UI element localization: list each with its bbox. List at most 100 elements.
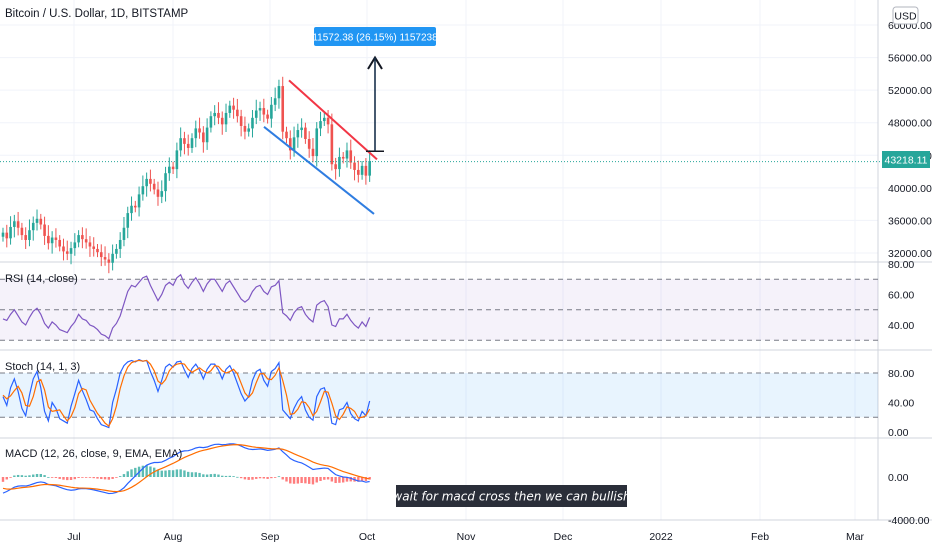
stoch-pane[interactable] bbox=[0, 359, 878, 429]
candle-body bbox=[122, 227, 126, 240]
macd-histogram-bar bbox=[96, 477, 99, 479]
candle-body bbox=[247, 128, 250, 132]
macd-histogram-bar bbox=[118, 476, 122, 477]
macd-histogram-bar bbox=[247, 477, 250, 480]
macd-histogram-bar bbox=[217, 474, 220, 477]
measure-arrow-head bbox=[367, 55, 383, 70]
price-pane[interactable] bbox=[0, 55, 882, 274]
measure-band bbox=[374, 57, 376, 152]
candle-body bbox=[164, 173, 167, 192]
candle-body bbox=[111, 253, 114, 263]
candle-body bbox=[202, 132, 205, 143]
macd-note[interactable]: wait for macd cross then we can bullish bbox=[392, 485, 631, 507]
currency-button[interactable]: USD bbox=[892, 6, 919, 25]
candle-body bbox=[5, 232, 9, 239]
last-price-badge: 43218.11 bbox=[882, 151, 930, 168]
macd-histogram-bar bbox=[156, 469, 160, 477]
macd-histogram-bar bbox=[326, 477, 330, 480]
candle-body bbox=[266, 114, 269, 119]
candle-body bbox=[149, 178, 152, 184]
candle-body bbox=[186, 143, 190, 148]
rsi-pane[interactable] bbox=[0, 273, 878, 341]
macd-histogram-bar bbox=[194, 472, 197, 477]
candle-body bbox=[296, 130, 300, 138]
macd-tick-label: -4000.00 bbox=[888, 515, 930, 527]
candle-body bbox=[171, 166, 175, 170]
candle-body bbox=[145, 178, 148, 187]
time-tick-label: Dec bbox=[554, 531, 573, 543]
candle-body bbox=[137, 194, 141, 208]
macd-histogram-bar bbox=[205, 474, 209, 477]
candle-body bbox=[285, 131, 288, 139]
candle-body bbox=[47, 235, 50, 244]
candle-body bbox=[228, 105, 232, 113]
macd-histogram-bar bbox=[187, 471, 190, 477]
time-tick-label: Sep bbox=[261, 531, 280, 543]
macd-histogram-bar bbox=[209, 474, 213, 477]
macd-histogram-bar bbox=[77, 477, 80, 478]
candle-body bbox=[118, 239, 122, 249]
rsi-title: RSI (14, close) bbox=[5, 273, 78, 285]
macd-pane[interactable] bbox=[1, 443, 371, 495]
candle-body bbox=[16, 221, 20, 228]
macd-histogram-bar bbox=[330, 477, 334, 482]
upper-trendline[interactable] bbox=[288, 79, 378, 161]
rsi-band bbox=[0, 279, 878, 341]
price-scale[interactable]: 32000.0036000.0040000.0044000.0048000.00… bbox=[888, 20, 932, 527]
candle-body bbox=[107, 259, 111, 263]
macd-histogram-bar bbox=[342, 477, 345, 483]
macd-histogram-bar bbox=[16, 474, 20, 477]
macd-histogram-bar bbox=[130, 469, 133, 477]
price-tick-label: 36000.00 bbox=[888, 215, 932, 227]
candle-body bbox=[300, 127, 303, 131]
macd-histogram-bar bbox=[368, 477, 371, 480]
rsi-tick-label: 40.00 bbox=[888, 320, 914, 332]
candle-body bbox=[69, 248, 73, 254]
candle-body bbox=[360, 165, 364, 175]
candle-body bbox=[54, 237, 58, 240]
macd-histogram-bar bbox=[13, 475, 16, 477]
time-tick-label: Nov bbox=[457, 531, 476, 543]
macd-histogram-bar bbox=[179, 469, 182, 477]
macd-histogram-bar bbox=[258, 477, 262, 479]
candle-body bbox=[92, 246, 96, 249]
macd-histogram-bar bbox=[338, 477, 341, 483]
candle-body bbox=[73, 242, 77, 249]
macd-histogram-bar bbox=[323, 477, 326, 480]
candle-body bbox=[20, 227, 24, 236]
macd-histogram-bar bbox=[289, 477, 292, 484]
candle-body bbox=[368, 160, 371, 176]
macd-histogram-bar bbox=[183, 470, 186, 477]
macd-histogram-bar bbox=[149, 466, 152, 477]
lower-trendline[interactable] bbox=[263, 126, 375, 215]
candle-body bbox=[262, 108, 266, 115]
candle-body bbox=[179, 138, 182, 151]
macd-histogram-bar bbox=[262, 477, 266, 479]
pane-borders bbox=[0, 0, 932, 521]
macd-histogram-bar bbox=[5, 477, 8, 480]
candle-body bbox=[251, 117, 254, 129]
macd-histogram-bar bbox=[62, 477, 65, 480]
candle-body bbox=[213, 112, 216, 117]
candle-body bbox=[152, 183, 156, 190]
macd-histogram-bar bbox=[232, 476, 235, 477]
macd-histogram-bar bbox=[88, 477, 92, 478]
candle-body bbox=[81, 235, 84, 240]
measure-tool-label[interactable]: 11572.38 (26.15%) 1157238 bbox=[312, 27, 438, 46]
macd-histogram-bar bbox=[334, 477, 337, 484]
candle-body bbox=[84, 239, 88, 243]
candle-body bbox=[217, 112, 220, 118]
candle-body bbox=[1, 232, 5, 237]
currency-label: USD bbox=[894, 11, 917, 23]
price-tick-label: 48000.00 bbox=[888, 118, 932, 130]
time-scale[interactable]: Jul Aug Sep Oct Nov Dec 2022 Feb Mar bbox=[67, 531, 864, 543]
macd-histogram-bar bbox=[251, 477, 254, 480]
candle-body bbox=[194, 128, 198, 139]
candle-body bbox=[9, 226, 12, 239]
candle-body bbox=[224, 112, 228, 125]
time-tick-label: Aug bbox=[164, 531, 183, 543]
candle-body bbox=[43, 224, 46, 236]
macd-histogram-bar bbox=[145, 465, 148, 477]
candle-body bbox=[326, 117, 330, 125]
